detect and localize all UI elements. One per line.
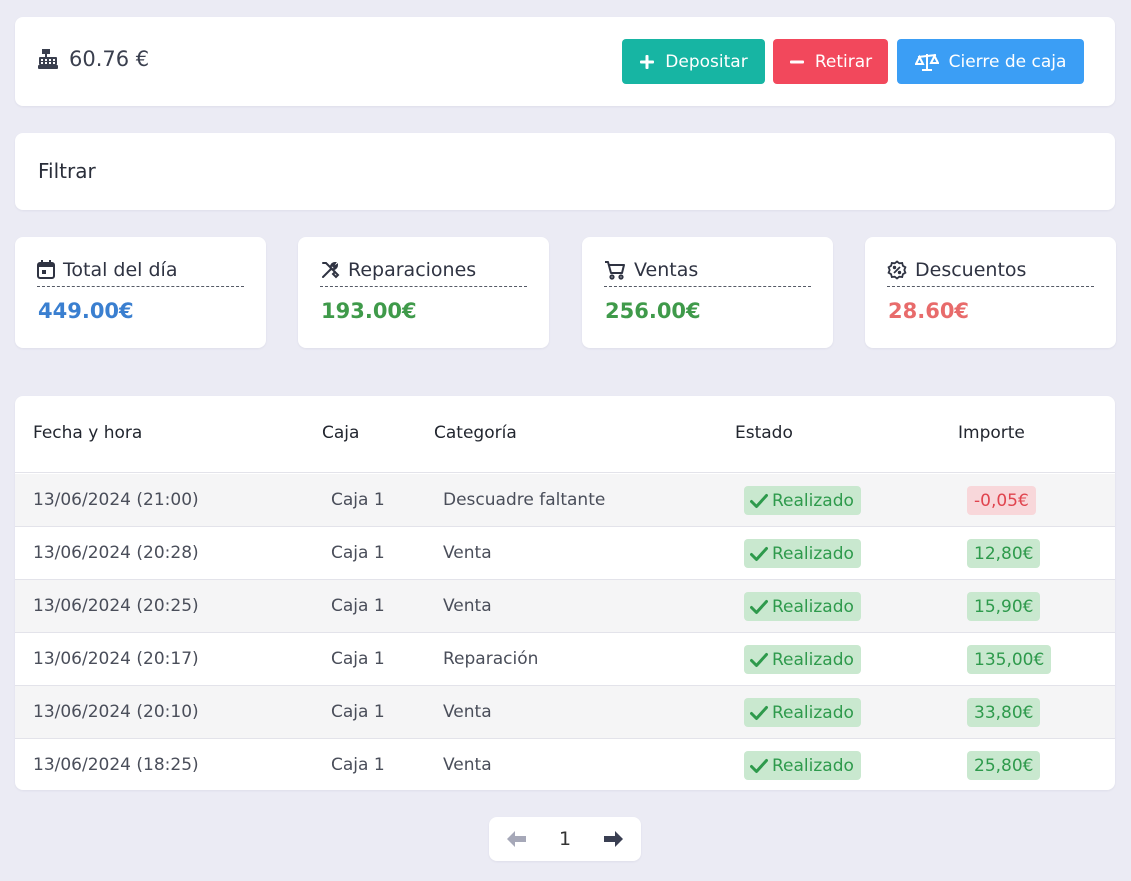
filter-panel[interactable]: Filtrar xyxy=(15,133,1115,210)
stat-value: 28.60€ xyxy=(888,299,970,323)
stat-header: Descuentos xyxy=(887,257,1094,287)
status-badge: Realizado xyxy=(744,486,861,515)
cell-category: Venta xyxy=(443,543,492,563)
status-badge: Realizado xyxy=(744,698,861,727)
cell-category: Venta xyxy=(443,596,492,616)
arrow-right-icon[interactable] xyxy=(603,830,625,848)
status-label: Realizado xyxy=(772,490,854,511)
status-label: Realizado xyxy=(772,649,854,670)
cell-caja: Caja 1 xyxy=(331,649,385,669)
plus-icon xyxy=(639,54,655,70)
stat-card-sales: Ventas 256.00€ xyxy=(582,237,833,348)
table-row[interactable]: 13/06/2024 (20:28) Caja 1 Venta Realizado 12… xyxy=(15,527,1115,580)
current-page[interactable]: 1 xyxy=(558,828,572,850)
table-row[interactable]: 13/06/2024 (20:25) Caja 1 Venta Realizado 15… xyxy=(15,580,1115,633)
calendar-icon xyxy=(37,260,55,279)
column-header-amount[interactable]: Importe xyxy=(958,423,1025,443)
cell-datetime: 13/06/2024 (20:28) xyxy=(33,543,199,563)
amount-badge: 33,80€ xyxy=(967,698,1041,727)
amount-badge: 135,00€ xyxy=(967,645,1052,674)
cell-datetime: 13/06/2024 (20:10) xyxy=(33,702,199,722)
status-label: Realizado xyxy=(772,755,854,776)
status-badge: Realizado xyxy=(744,592,861,621)
tools-icon xyxy=(320,260,340,280)
amount-badge: 25,80€ xyxy=(967,751,1041,780)
deposit-button[interactable]: Depositar xyxy=(622,39,765,84)
cell-datetime: 13/06/2024 (21:00) xyxy=(33,490,199,510)
column-header-category[interactable]: Categoría xyxy=(434,423,517,443)
amount-badge: -0,05€ xyxy=(967,486,1036,515)
amount-badge: 15,90€ xyxy=(967,592,1041,621)
cash-close-button[interactable]: Cierre de caja xyxy=(897,39,1084,84)
minus-icon xyxy=(789,54,805,70)
status-label: Realizado xyxy=(772,543,854,564)
status-badge: Realizado xyxy=(744,751,861,780)
column-header-status[interactable]: Estado xyxy=(735,423,793,443)
check-icon xyxy=(750,493,768,509)
cash-balance: 60.76 € xyxy=(37,47,149,71)
stat-label: Descuentos xyxy=(915,258,1027,281)
cash-close-label: Cierre de caja xyxy=(948,51,1067,72)
stat-card-total: Total del día 449.00€ xyxy=(15,237,266,348)
check-icon xyxy=(750,652,768,668)
transactions-table: Fecha y hora Caja Categoría Estado Impor… xyxy=(15,396,1115,790)
amount-badge: 12,80€ xyxy=(967,539,1041,568)
scale-icon xyxy=(914,52,939,72)
cell-category: Descuadre faltante xyxy=(443,490,606,510)
stat-value: 256.00€ xyxy=(605,299,701,323)
table-row[interactable]: 13/06/2024 (20:17) Caja 1 Reparación Realiz… xyxy=(15,633,1115,686)
pagination: 1 xyxy=(489,817,641,861)
check-icon xyxy=(750,758,768,774)
stat-label: Ventas xyxy=(634,258,699,281)
status-label: Realizado xyxy=(772,702,854,723)
cash-register-header: 60.76 € Depositar Retirar Cierre de caja xyxy=(15,17,1115,106)
check-icon xyxy=(750,546,768,562)
stat-label: Reparaciones xyxy=(348,258,477,281)
withdraw-button[interactable]: Retirar xyxy=(773,39,888,84)
stat-header: Reparaciones xyxy=(320,257,527,287)
stat-card-discounts: Descuentos 28.60€ xyxy=(865,237,1116,348)
column-header-caja[interactable]: Caja xyxy=(322,423,360,443)
status-badge: Realizado xyxy=(744,539,861,568)
cell-category: Venta xyxy=(443,702,492,722)
stat-header: Total del día xyxy=(37,257,244,287)
column-header-datetime[interactable]: Fecha y hora xyxy=(33,423,143,443)
cart-icon xyxy=(604,260,626,280)
cell-category: Venta xyxy=(443,755,492,775)
cell-datetime: 13/06/2024 (20:17) xyxy=(33,649,199,669)
check-icon xyxy=(750,599,768,615)
discount-icon xyxy=(887,259,907,280)
check-icon xyxy=(750,705,768,721)
cell-caja: Caja 1 xyxy=(331,702,385,722)
cell-caja: Caja 1 xyxy=(331,755,385,775)
stat-label: Total del día xyxy=(63,258,178,281)
cell-caja: Caja 1 xyxy=(331,596,385,616)
cell-category: Reparación xyxy=(443,649,539,669)
stat-value: 449.00€ xyxy=(38,299,134,323)
cell-datetime: 13/06/2024 (18:25) xyxy=(33,755,199,775)
cell-datetime: 13/06/2024 (20:25) xyxy=(33,596,199,616)
table-header: Fecha y hora Caja Categoría Estado Impor… xyxy=(15,396,1115,473)
deposit-label: Depositar xyxy=(665,51,748,72)
status-label: Realizado xyxy=(772,596,854,617)
cash-register-icon xyxy=(37,48,59,70)
cell-caja: Caja 1 xyxy=(331,490,385,510)
stat-header: Ventas xyxy=(604,257,811,287)
stat-card-repairs: Reparaciones 193.00€ xyxy=(298,237,549,348)
cell-caja: Caja 1 xyxy=(331,543,385,563)
filter-title: Filtrar xyxy=(38,159,96,183)
withdraw-label: Retirar xyxy=(814,51,873,72)
status-badge: Realizado xyxy=(744,645,861,674)
arrow-left-icon[interactable] xyxy=(505,830,527,848)
balance-amount: 60.76 € xyxy=(69,47,150,71)
table-row[interactable]: 13/06/2024 (18:25) Caja 1 Venta Realizado 25… xyxy=(15,739,1115,790)
table-row[interactable]: 13/06/2024 (20:10) Caja 1 Venta Realizado 33… xyxy=(15,686,1115,739)
table-row[interactable]: 13/06/2024 (21:00) Caja 1 Descuadre faltan… xyxy=(15,474,1115,527)
stat-value: 193.00€ xyxy=(321,299,417,323)
